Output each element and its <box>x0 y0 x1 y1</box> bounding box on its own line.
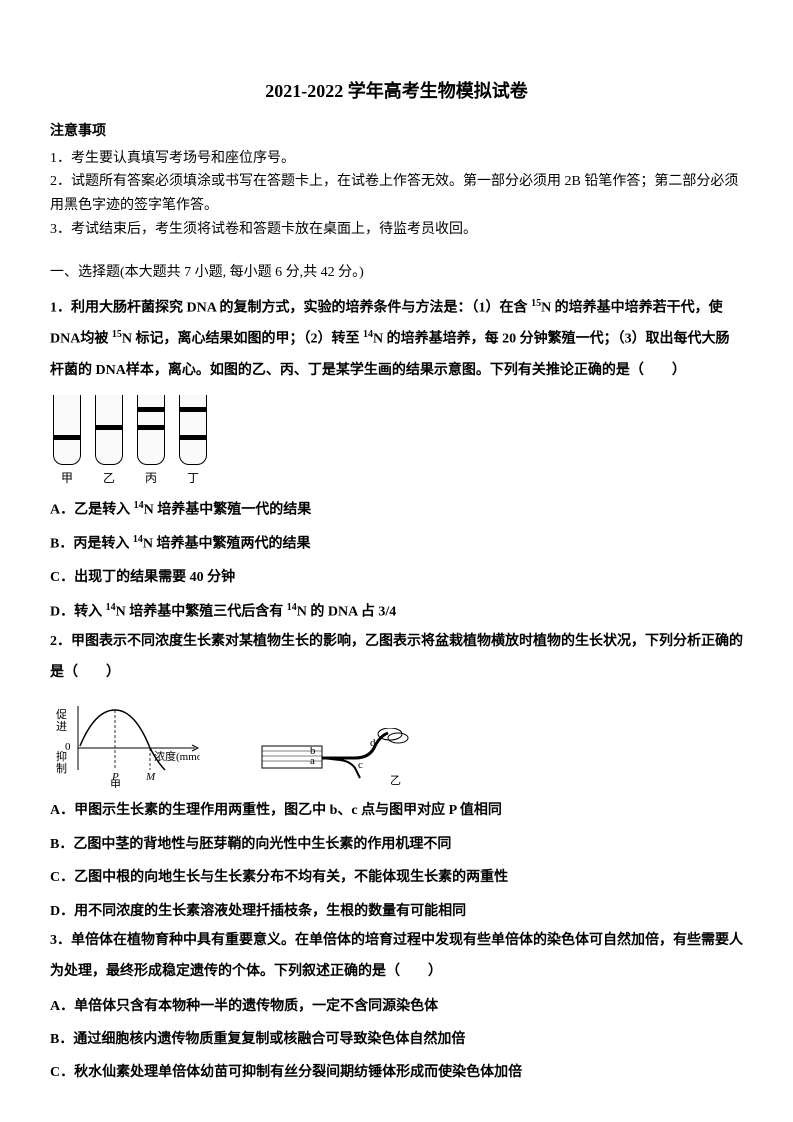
caption-jia: 甲 <box>110 779 121 788</box>
label-b: b <box>310 745 316 757</box>
q2-option-c: C．乙图中根的向地生长与生长素分布不均有关，不能体现生长素的两重性 <box>50 863 743 892</box>
instruction-1: 1．考生要认真填写考场号和座位序号。 <box>50 147 743 171</box>
q3-option-b: B．通过细胞核内遗传物质重复复制或核融合可导致染色体自然加倍 <box>50 1025 743 1054</box>
q1-option-c: C．出现丁的结果需要 40 分钟 <box>50 563 743 592</box>
q1-option-a: A．乙是转入 14N 培养基中繁殖一代的结果 <box>50 495 743 525</box>
label-c: c <box>358 759 363 771</box>
q1-option-b: B．丙是转入 14N 培养基中繁殖两代的结果 <box>50 529 743 559</box>
instruction-2: 2．试题所有答案必须填涂或书写在答题卡上，在试卷上作答无效。第一部分必须用 2B… <box>50 170 743 218</box>
section-1-intro: 一、选择题(本大题共 7 小题, 每小题 6 分,共 42 分。) <box>50 260 743 285</box>
q3-option-a: A．单倍体只含有本物种一半的遗传物质，一定不含同源染色体 <box>50 992 743 1021</box>
tube-bing: 丙 <box>134 395 168 490</box>
q1b-tail: N 培养基中繁殖两代的结果 <box>143 537 311 552</box>
q2-option-a: A．甲图示生长素的生理作用两重性，图乙中 b、c 点与图甲对应 P 值相同 <box>50 796 743 825</box>
tube-label-yi: 乙 <box>103 468 115 490</box>
tube-jia: 甲 <box>50 395 84 490</box>
ylabel-up2: 进 <box>56 720 67 733</box>
q2-option-d: D．用不同浓度的生长素溶液处理扦插枝条，生根的数量有可能相同 <box>50 897 743 926</box>
q1d-pre: D．转入 <box>50 604 106 619</box>
instruction-3: 3．考试结束后，考生须将试卷和答题卡放在桌面上，待监考员收回。 <box>50 218 743 242</box>
tube-ding: 丁 <box>176 395 210 490</box>
xM: M <box>145 771 156 783</box>
tube-label-bing: 丙 <box>145 468 157 490</box>
ylabel-down2: 制 <box>56 762 67 775</box>
q1-figure: 甲 乙 丙 丁 <box>50 395 743 490</box>
q1d-mid: N 培养基中繁殖三代后含有 <box>116 604 287 619</box>
question-3-stem: 3．单倍体在植物育种中具有重要意义。在单倍体的培育过程中发现有些单倍体的染色体可… <box>50 926 743 988</box>
label-d: d <box>370 737 376 749</box>
caption-yi: 乙 <box>390 774 401 787</box>
q2-plant-yi: a b c d 乙 <box>260 728 420 788</box>
q1-option-d: D．转入 14N 培养基中繁殖三代后含有 14N 的 DNA 占 3/4 <box>50 597 743 627</box>
question-2-stem: 2．甲图表示不同浓度生长素对某植物生长的影响，乙图表示将盆栽植物横放时植物的生长… <box>50 627 743 689</box>
q2-option-b: B．乙图中茎的背地性与胚芽鞘的向光性中生长素的作用机理不同 <box>50 830 743 859</box>
ylabel-up: 促 <box>56 707 67 721</box>
q1a-pre: A．乙是转入 <box>50 503 134 518</box>
tube-label-ding: 丁 <box>187 468 199 490</box>
exam-title: 2021-2022 学年高考生物模拟试卷 <box>50 75 743 107</box>
q3-option-c: C．秋水仙素处理单倍体幼苗可抑制有丝分裂间期纺锤体形成而使染色体加倍 <box>50 1058 743 1087</box>
q1a-tail: N 培养基中繁殖一代的结果 <box>144 503 312 518</box>
question-1-stem: 1．利用大肠杆菌探究 DNA 的复制方式，实验的培养条件与方法是：（1）在含 1… <box>50 293 743 387</box>
q2-chart-jia: 促 进 0 抑 制 P M 浓度(mmol/L) 甲 <box>50 698 200 788</box>
ylabel-down: 抑 <box>56 749 67 763</box>
instructions-header: 注意事项 <box>50 119 743 144</box>
tube-yi: 乙 <box>92 395 126 490</box>
q2-figure: 促 进 0 抑 制 P M 浓度(mmol/L) 甲 a b c d 乙 <box>50 698 743 788</box>
q1d-tail: N 的 DNA 占 3/4 <box>297 604 397 619</box>
q1b-pre: B．丙是转入 <box>50 537 133 552</box>
tube-label-jia: 甲 <box>61 468 73 490</box>
xlabel: 浓度(mmol/L) <box>154 749 200 763</box>
